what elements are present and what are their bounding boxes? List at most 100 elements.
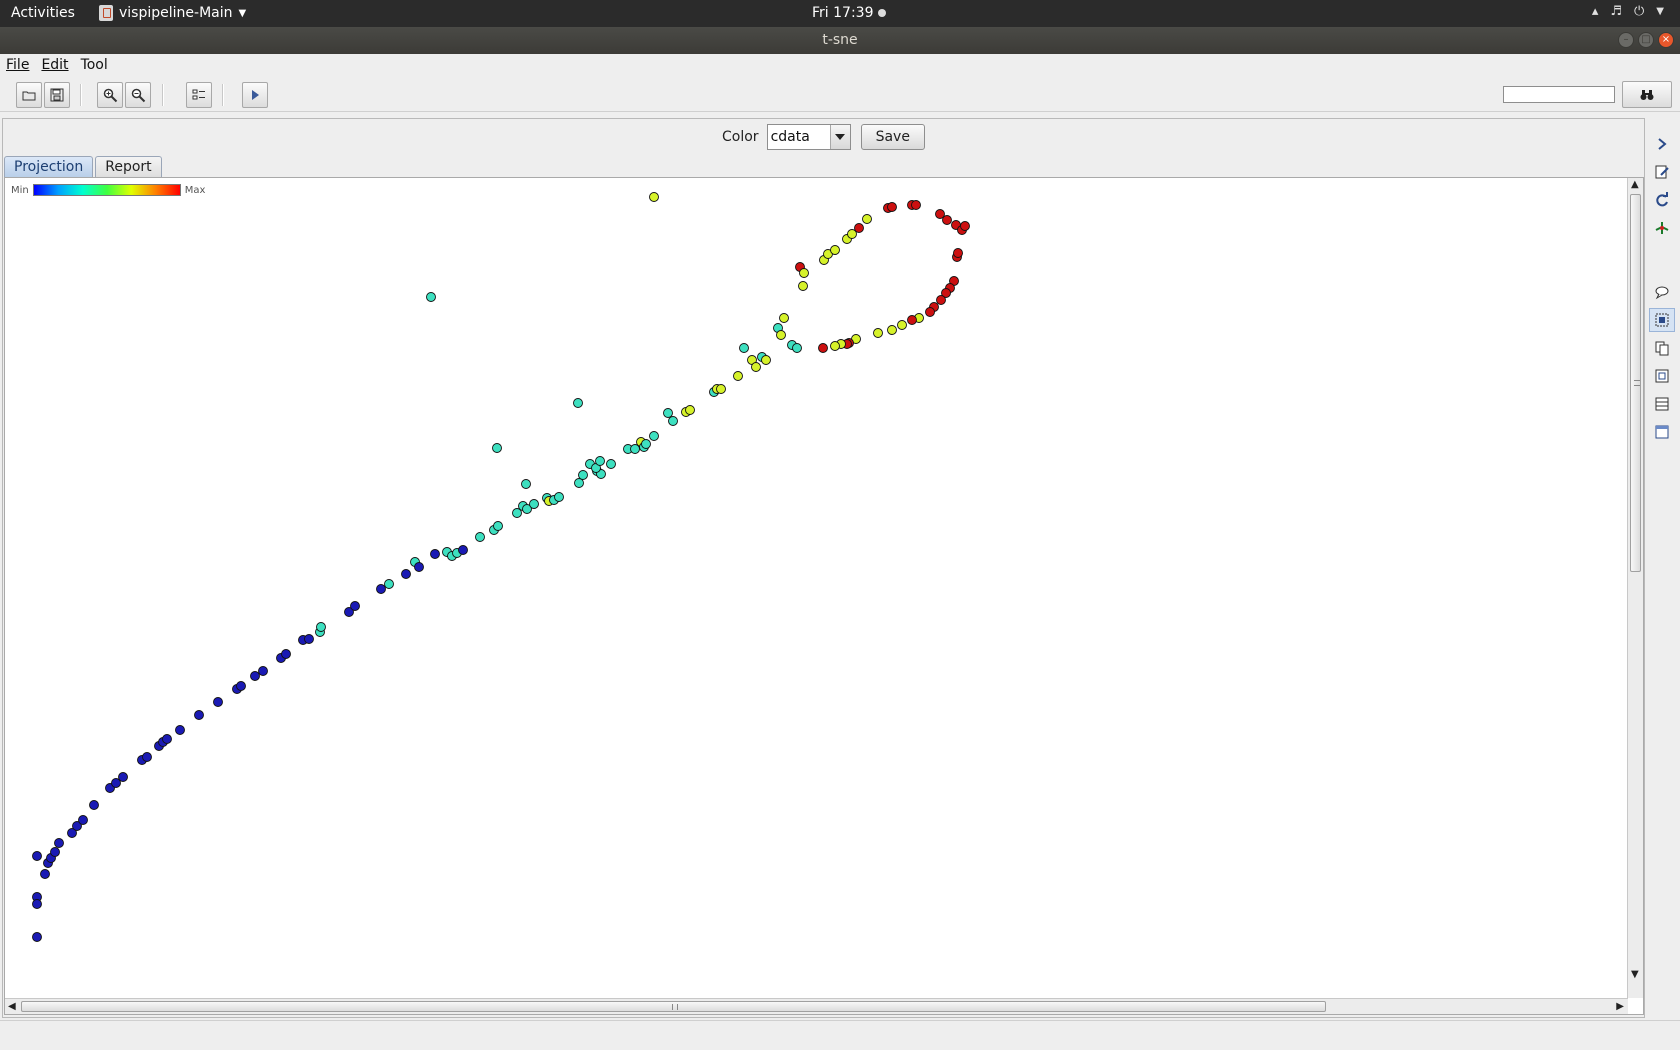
data-point[interactable] — [960, 221, 970, 231]
data-point[interactable] — [529, 499, 539, 509]
data-point[interactable] — [733, 371, 743, 381]
data-point[interactable] — [493, 521, 503, 531]
data-point[interactable] — [887, 202, 897, 212]
data-point[interactable] — [716, 384, 726, 394]
chevron-down-icon[interactable] — [829, 125, 850, 149]
save-button[interactable]: Save — [860, 124, 925, 150]
system-tray[interactable]: ▴ ♬ ⏻ ▼ — [1592, 4, 1664, 19]
tab-report[interactable]: Report — [95, 156, 162, 177]
window-button[interactable] — [1649, 420, 1675, 444]
data-point[interactable] — [799, 268, 809, 278]
volume-icon[interactable]: ♬ — [1610, 4, 1622, 19]
data-point[interactable] — [414, 562, 424, 572]
network-icon[interactable]: ▴ — [1591, 4, 1599, 19]
data-point[interactable] — [213, 697, 223, 707]
data-point[interactable] — [475, 532, 485, 542]
properties-button[interactable] — [186, 82, 212, 108]
data-point[interactable] — [194, 710, 204, 720]
data-point[interactable] — [350, 601, 360, 611]
data-point[interactable] — [830, 341, 840, 351]
data-point[interactable] — [776, 330, 786, 340]
data-point[interactable] — [935, 209, 945, 219]
data-point[interactable] — [936, 295, 946, 305]
data-point[interactable] — [953, 248, 963, 258]
data-point[interactable] — [32, 899, 42, 909]
color-select[interactable]: cdata — [766, 124, 851, 150]
refresh-button[interactable] — [1649, 188, 1675, 212]
tab-projection[interactable]: Projection — [4, 156, 94, 177]
zoom-out-button[interactable] — [125, 82, 151, 108]
zoom-in-button[interactable] — [97, 82, 123, 108]
data-point[interactable] — [649, 431, 659, 441]
data-point[interactable] — [907, 315, 917, 325]
data-point[interactable] — [492, 443, 502, 453]
data-point[interactable] — [578, 470, 588, 480]
app-menu[interactable]: vispipeline-Main ▼ — [99, 5, 246, 21]
data-point[interactable] — [847, 229, 857, 239]
data-point[interactable] — [250, 671, 260, 681]
menu-file[interactable]: File — [6, 57, 30, 73]
data-point[interactable] — [458, 545, 468, 555]
data-point[interactable] — [792, 343, 802, 353]
data-point[interactable] — [316, 622, 326, 632]
projection-view[interactable]: Min Max ▲ ▼ ◀ ▶ — [4, 177, 1644, 1015]
data-point[interactable] — [258, 666, 268, 676]
minimize-button[interactable]: – — [1618, 32, 1634, 48]
data-point[interactable] — [685, 405, 695, 415]
data-point[interactable] — [521, 479, 531, 489]
data-point[interactable] — [862, 214, 872, 224]
data-point[interactable] — [649, 192, 659, 202]
data-point[interactable] — [32, 932, 42, 942]
data-point[interactable] — [281, 649, 291, 659]
data-point[interactable] — [798, 281, 808, 291]
data-point[interactable] — [663, 408, 673, 418]
data-point[interactable] — [54, 838, 64, 848]
data-point[interactable] — [887, 325, 897, 335]
data-point[interactable] — [78, 815, 88, 825]
horizontal-scroll-thumb[interactable] — [21, 1001, 1326, 1012]
power-icon[interactable]: ⏻ — [1634, 4, 1645, 19]
data-point[interactable] — [430, 549, 440, 559]
data-point[interactable] — [40, 869, 50, 879]
scatter-plot[interactable] — [5, 178, 1628, 997]
data-point[interactable] — [751, 362, 761, 372]
clock[interactable]: Fri 17:39 — [812, 5, 887, 21]
data-point[interactable] — [942, 215, 952, 225]
data-point[interactable] — [50, 847, 60, 857]
run-button[interactable] — [242, 82, 268, 108]
data-point[interactable] — [606, 459, 616, 469]
copy-button[interactable] — [1649, 336, 1675, 360]
data-point[interactable] — [118, 772, 128, 782]
vertical-scrollbar[interactable]: ▲ ▼ — [1627, 178, 1643, 998]
data-point[interactable] — [512, 508, 522, 518]
maximize-button[interactable]: □ — [1638, 32, 1654, 48]
data-point[interactable] — [426, 292, 436, 302]
data-point[interactable] — [344, 607, 354, 617]
close-button[interactable]: × — [1658, 32, 1674, 48]
data-point[interactable] — [818, 343, 828, 353]
tree-button[interactable] — [1649, 216, 1675, 240]
activities-button[interactable]: Activities — [11, 5, 75, 21]
select-button[interactable] — [1649, 308, 1675, 332]
table-button[interactable] — [1649, 392, 1675, 416]
data-point[interactable] — [142, 752, 152, 762]
data-point[interactable] — [401, 569, 411, 579]
data-point[interactable] — [89, 800, 99, 810]
scroll-left-arrow-icon[interactable]: ◀ — [8, 1001, 16, 1012]
data-point[interactable] — [573, 398, 583, 408]
data-point[interactable] — [111, 778, 121, 788]
data-point[interactable] — [941, 288, 951, 298]
data-point[interactable] — [554, 492, 564, 502]
data-point[interactable] — [304, 634, 314, 644]
data-point[interactable] — [873, 328, 883, 338]
data-point[interactable] — [595, 456, 605, 466]
data-point[interactable] — [779, 313, 789, 323]
frame-button[interactable] — [1649, 364, 1675, 388]
comment-button[interactable] — [1649, 280, 1675, 304]
vertical-scroll-thumb[interactable] — [1630, 194, 1641, 572]
data-point[interactable] — [641, 439, 651, 449]
menu-edit[interactable]: Edit — [41, 57, 69, 73]
data-point[interactable] — [854, 223, 864, 233]
data-point[interactable] — [761, 355, 771, 365]
menu-tool[interactable]: Tool — [80, 57, 108, 73]
